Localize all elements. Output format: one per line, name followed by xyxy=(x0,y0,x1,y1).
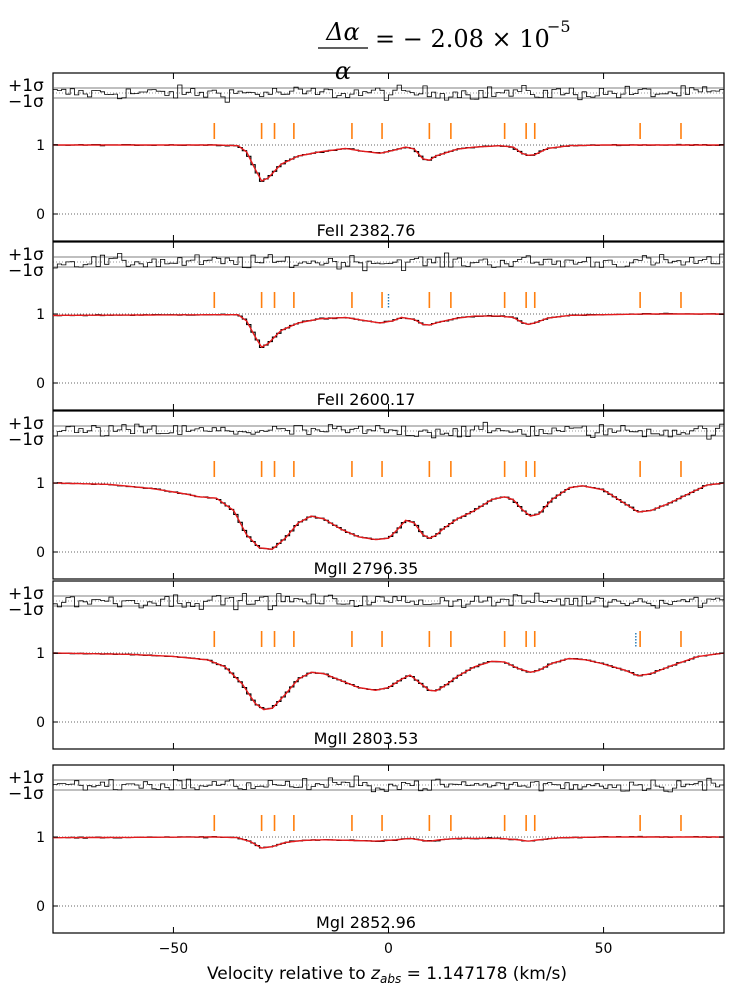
panel-label: MgII 2803.53 xyxy=(314,729,419,748)
residual-label-plus: +1σ xyxy=(8,768,44,788)
residual-label-minus: −1σ xyxy=(8,784,44,804)
y-tick-label-one: 1 xyxy=(36,307,45,323)
data-series xyxy=(53,482,724,550)
title-exponent: −5 xyxy=(547,17,571,36)
residual-label-plus: +1σ xyxy=(8,414,44,434)
y-tick-label-zero: 0 xyxy=(36,715,45,731)
residual-label-plus: +1σ xyxy=(8,245,44,265)
data-series xyxy=(53,312,724,349)
model-series xyxy=(52,482,725,550)
chart-title: Δα α = − 2.08 × 10 −5 xyxy=(318,17,571,85)
y-tick-label-one: 1 xyxy=(36,138,45,154)
panel-2: 1 0 +1σ−1σ FeII 2600.17 xyxy=(8,241,725,411)
y-tick-label-one: 1 xyxy=(36,830,45,846)
x-axis: −50 0 50 xyxy=(159,941,613,957)
model-series xyxy=(53,313,724,349)
residual-series xyxy=(53,421,724,440)
y-tick-label-zero: 0 xyxy=(36,376,45,392)
x-axis-label-prefix: Velocity relative to xyxy=(207,964,371,984)
y-tick-label-zero: 0 xyxy=(36,545,45,561)
y-tick-label-zero: 0 xyxy=(36,207,45,223)
model-series xyxy=(53,652,725,711)
title-rhs: = − 2.08 × 10 xyxy=(375,25,550,53)
residual-label-minus: −1σ xyxy=(8,92,44,112)
x-tick-label: −50 xyxy=(159,941,189,957)
model-series xyxy=(53,836,724,849)
residual-series xyxy=(53,84,724,103)
y-tick-label-one: 1 xyxy=(36,476,45,492)
residual-series xyxy=(53,252,724,272)
x-axis-label: Velocity relative to zabs = 1.147178 (km… xyxy=(207,964,567,986)
panel-label: FeII 2600.17 xyxy=(317,390,416,409)
x-axis-label-var: z xyxy=(370,964,381,984)
x-axis-label-sub: abs xyxy=(380,972,401,986)
panel-4: 1 0 +1σ−1σ MgII 2803.53 xyxy=(8,580,725,750)
x-tick-label: 0 xyxy=(384,941,393,957)
panel-3: 1 0 +1σ−1σ MgII 2796.35 xyxy=(8,410,725,580)
model-series xyxy=(53,144,724,182)
residual-series xyxy=(53,592,724,611)
data-series xyxy=(53,143,724,182)
residual-label-minus: −1σ xyxy=(8,430,44,450)
y-tick-label-zero: 0 xyxy=(36,899,45,915)
residual-label-minus: −1σ xyxy=(8,261,44,281)
residual-label-plus: +1σ xyxy=(8,584,44,604)
title-numerator: Δα xyxy=(325,18,360,46)
residual-label-plus: +1σ xyxy=(8,76,44,96)
panel-1: 1 0 +1σ−1σ FeII 2382.76 xyxy=(8,72,725,242)
residual-series xyxy=(53,775,724,793)
y-tick-label-one: 1 xyxy=(36,646,45,662)
data-series xyxy=(53,835,724,849)
title-denominator: α xyxy=(335,57,351,85)
x-tick-label: 50 xyxy=(595,941,613,957)
x-axis-label-suffix: = 1.147178 (km/s) xyxy=(401,964,567,984)
residual-label-minus: −1σ xyxy=(8,600,44,620)
panel-label: MgII 2796.35 xyxy=(314,559,419,578)
panel-label: FeII 2382.76 xyxy=(317,221,416,240)
panel-label: MgI 2852.96 xyxy=(316,913,416,932)
data-series xyxy=(53,652,724,710)
panel-5: 1 0 +1σ−1σ MgI 2852.96 xyxy=(8,764,725,934)
